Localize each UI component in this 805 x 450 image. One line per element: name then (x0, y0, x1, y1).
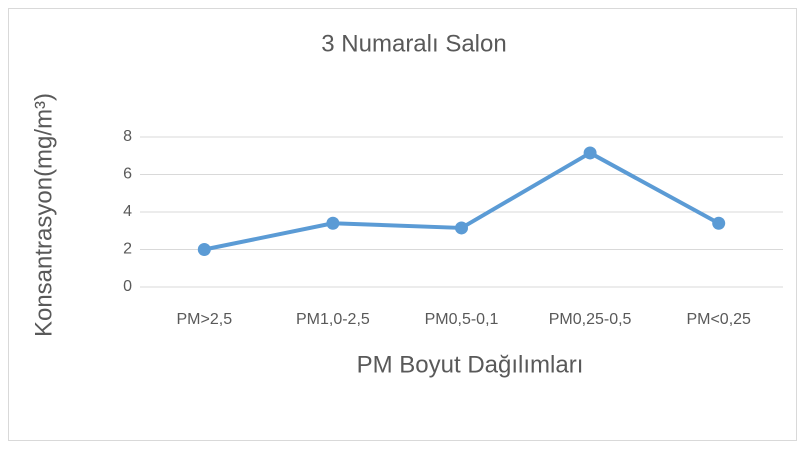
data-point (197, 243, 211, 256)
data-point (712, 216, 726, 230)
data-point (583, 146, 597, 160)
y-tick-label: 8 (123, 128, 132, 145)
data-point (326, 216, 340, 230)
chart-title: 3 Numaralı Salon (321, 30, 506, 57)
x-tick-label: PM0,25-0,5 (549, 311, 632, 328)
x-tick-label: PM>2,5 (177, 311, 233, 328)
data-point (455, 221, 468, 235)
x-tick-label: PM0,5-0,1 (425, 311, 499, 328)
x-axis-title: PM Boyut Dağılımları (357, 351, 584, 378)
x-tick-label: PM1,0-2,5 (296, 311, 370, 328)
y-tick-label: 2 (123, 241, 132, 258)
y-tick-label: 6 (123, 166, 132, 183)
y-tick-label: 0 (123, 278, 132, 295)
x-tick-label: PM<0,25 (686, 311, 751, 328)
y-tick-label: 4 (123, 203, 132, 220)
y-axis-title: Konsantrasyon(mg/m³) (30, 93, 57, 337)
